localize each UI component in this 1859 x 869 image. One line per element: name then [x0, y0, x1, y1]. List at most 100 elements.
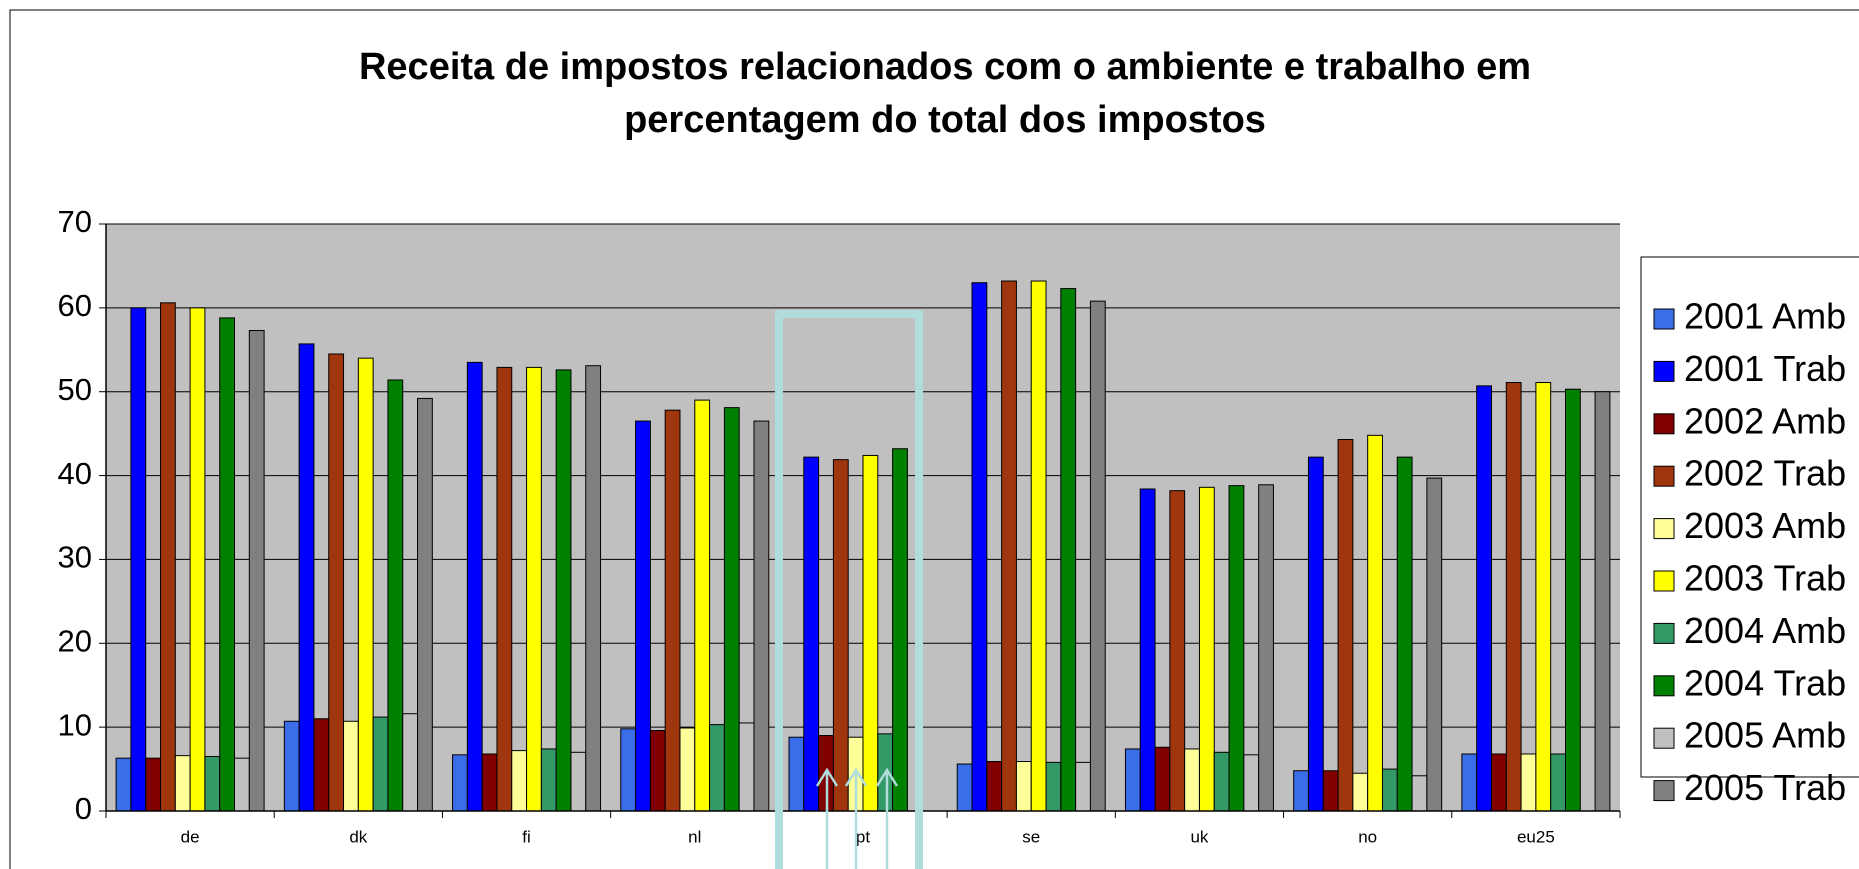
bar — [145, 757, 162, 812]
legend-swatch — [1653, 413, 1675, 435]
legend-swatch — [1653, 675, 1675, 697]
bar — [1520, 753, 1537, 812]
bar — [723, 407, 740, 812]
bar — [832, 459, 849, 812]
bar — [585, 365, 602, 812]
legend-swatch — [1653, 727, 1675, 749]
bar — [387, 379, 404, 812]
x-tick-label: de — [181, 827, 200, 846]
y-tick-label: 40 — [58, 456, 92, 491]
legend-swatch — [1653, 308, 1675, 330]
highlight — [775, 310, 923, 869]
bar — [1535, 381, 1552, 812]
bar — [753, 420, 770, 812]
bar — [1089, 300, 1106, 812]
y-tick-label: 0 — [75, 791, 92, 826]
bar — [1243, 754, 1260, 812]
bar — [1198, 486, 1215, 812]
legend: 2001 Amb 2001 Trab 2002 Amb 2002 Trab 2003 A… — [1653, 296, 1846, 808]
bar — [204, 755, 221, 812]
legend-label: 2005 Trab — [1684, 767, 1846, 808]
legend-label: 2002 Trab — [1684, 453, 1846, 494]
bar — [1337, 439, 1354, 812]
x-tick-label: fi — [522, 827, 531, 846]
bar — [555, 369, 572, 812]
bar — [570, 751, 587, 812]
bar — [496, 366, 513, 812]
bar — [481, 753, 498, 812]
bar — [540, 748, 557, 812]
bar — [788, 736, 805, 812]
arrow — [815, 767, 839, 869]
bar — [1476, 385, 1492, 812]
bar — [1505, 381, 1522, 812]
legend-swatch — [1653, 622, 1675, 644]
bar — [694, 399, 711, 812]
legend-label: 2002 Amb — [1684, 400, 1846, 441]
bar — [234, 757, 250, 812]
bar — [1307, 456, 1324, 812]
bar — [1322, 770, 1339, 812]
bar — [1228, 485, 1245, 812]
bar — [709, 724, 725, 812]
bar — [1550, 753, 1566, 812]
chart-title: percentagem do total dos impostos — [624, 99, 1266, 141]
bar — [986, 761, 1003, 812]
legend-swatch — [1653, 780, 1675, 802]
bar — [283, 720, 300, 812]
bar — [1169, 490, 1186, 812]
legend-label: 2004 Amb — [1684, 610, 1846, 651]
bar — [160, 302, 176, 812]
bar — [1293, 770, 1309, 812]
bar — [1490, 753, 1507, 812]
bar — [1352, 772, 1369, 812]
arrow — [875, 767, 899, 869]
y-tick-label: 20 — [58, 623, 92, 658]
legend-swatch — [1653, 518, 1675, 540]
y-tick-label: 60 — [58, 288, 92, 323]
bar — [115, 757, 132, 812]
bar — [189, 307, 206, 812]
bar — [219, 317, 236, 812]
bar — [1060, 288, 1077, 812]
bar — [1258, 484, 1274, 812]
arrow — [844, 767, 868, 869]
legend-label: 2001 Amb — [1684, 296, 1846, 337]
bar — [526, 366, 542, 812]
y-tick-label: 10 — [58, 707, 92, 742]
bar — [174, 755, 191, 812]
bar — [372, 716, 389, 812]
bar — [130, 307, 147, 812]
y-tick-label: 30 — [58, 540, 92, 575]
bar — [343, 720, 359, 812]
bar — [328, 353, 345, 812]
x-tick-label: uk — [1190, 827, 1208, 846]
bar — [1367, 434, 1383, 812]
highlight-box — [775, 310, 923, 869]
y-tick-label: 70 — [58, 204, 92, 239]
x-tick-label: nl — [688, 827, 701, 846]
bar — [956, 763, 973, 812]
bar — [635, 420, 651, 812]
bar — [452, 754, 468, 812]
x-tick-label: pt — [856, 827, 870, 846]
bar — [1411, 775, 1428, 812]
bar — [1396, 456, 1413, 812]
bar — [1564, 388, 1581, 812]
legend-box — [1640, 256, 1859, 778]
bar — [1426, 477, 1443, 812]
bar — [402, 713, 419, 812]
bar — [1184, 748, 1200, 812]
bar — [298, 343, 315, 812]
legend-label: 2003 Trab — [1684, 558, 1846, 599]
bar — [1045, 761, 1062, 812]
bar — [1124, 748, 1141, 812]
legend-swatch — [1653, 570, 1675, 592]
bar — [862, 454, 879, 812]
bar — [248, 329, 265, 812]
x-tick-label: no — [1358, 827, 1377, 846]
x-tick-label: se — [1022, 827, 1040, 846]
bar — [620, 728, 637, 812]
